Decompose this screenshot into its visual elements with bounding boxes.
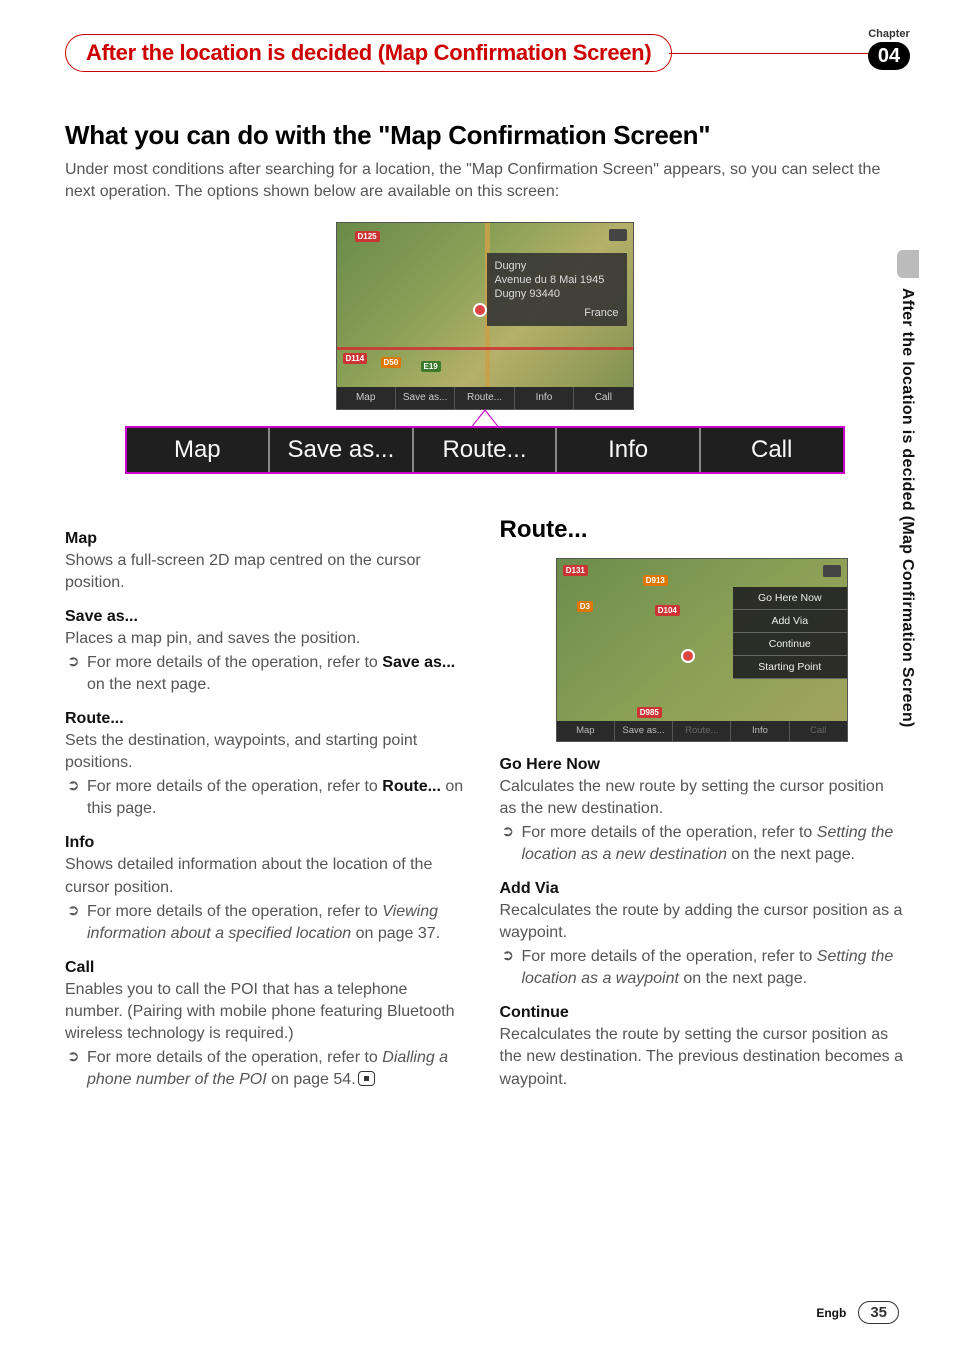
bar-button-route: Route... bbox=[414, 428, 558, 472]
chapter-number-badge: 04 bbox=[868, 42, 910, 70]
route-menu-screenshot: D131 D913 D3 D104 D985 Go Here NowAdd ViaCon… bbox=[556, 558, 848, 742]
body-text: Sets the destination, waypoints, and sta… bbox=[65, 730, 470, 774]
map-pin-icon bbox=[681, 649, 695, 663]
tab-route: Route... bbox=[455, 387, 514, 409]
menu-item-go-here-now: Go Here Now bbox=[733, 587, 847, 610]
menu-item-continue: Continue bbox=[733, 633, 847, 656]
section-end-icon bbox=[358, 1071, 375, 1086]
tab-info: Info bbox=[515, 387, 574, 409]
road-tag: D3 bbox=[577, 601, 593, 612]
tab-call: Call bbox=[790, 721, 847, 741]
body-text: Calculates the new route by setting the … bbox=[500, 776, 905, 820]
footer-language: Engb bbox=[816, 1306, 846, 1320]
cross-reference: For more details of the operation, refer… bbox=[500, 946, 905, 990]
chapter-title: After the location is decided (Map Confi… bbox=[65, 34, 672, 72]
tab-saveas: Save as... bbox=[615, 721, 673, 741]
road-tag: D114 bbox=[343, 353, 368, 364]
cross-reference: For more details of the operation, refer… bbox=[65, 901, 470, 945]
body-text: Places a map pin, and saves the position… bbox=[65, 628, 470, 650]
road-tag: D913 bbox=[643, 575, 668, 586]
body-text: Shows detailed information about the loc… bbox=[65, 854, 470, 898]
road-tag: D104 bbox=[655, 605, 680, 616]
bar-button-saveas: Save as... bbox=[270, 428, 414, 472]
map-pin-icon bbox=[473, 303, 487, 317]
route-section-heading: Route... bbox=[500, 516, 905, 544]
close-icon bbox=[609, 229, 627, 241]
subheading: Continue bbox=[500, 1004, 905, 1022]
tab-info: Info bbox=[731, 721, 789, 741]
menu-item-starting-point: Starting Point bbox=[733, 656, 847, 679]
subheading: Call bbox=[65, 959, 470, 977]
subheading: Route... bbox=[65, 710, 470, 728]
bar-button-map: Map bbox=[127, 428, 271, 472]
tab-map: Map bbox=[557, 721, 615, 741]
bar-button-call: Call bbox=[701, 428, 843, 472]
road-tag: D50 bbox=[381, 357, 402, 368]
subheading: Info bbox=[65, 834, 470, 852]
close-icon bbox=[823, 565, 841, 577]
screenshot-bottom-tabs: MapSave as...Route...InfoCall bbox=[337, 387, 633, 409]
intro-paragraph: Under most conditions after searching fo… bbox=[65, 159, 904, 204]
page-number: 35 bbox=[858, 1301, 899, 1324]
screenshot-bottom-tabs: MapSave as...Route...InfoCall bbox=[557, 721, 847, 741]
subheading: Go Here Now bbox=[500, 756, 905, 774]
subheading: Save as... bbox=[65, 608, 470, 626]
cross-reference: For more details of the operation, refer… bbox=[65, 652, 470, 696]
body-text: Recalculates the route by setting the cu… bbox=[500, 1024, 905, 1090]
body-text: Recalculates the route by adding the cur… bbox=[500, 900, 905, 944]
road-tag: D985 bbox=[637, 707, 662, 718]
side-running-title: After the location is decided (Map Confi… bbox=[898, 288, 916, 728]
map-confirmation-screenshot: D125 D114 D50 E19 DugnyAvenue du 8 Mai 1945… bbox=[336, 222, 634, 410]
main-heading: What you can do with the "Map Confirmati… bbox=[65, 120, 904, 151]
chapter-label: Chapter bbox=[864, 28, 914, 40]
cross-reference: For more details of the operation, refer… bbox=[65, 1047, 470, 1091]
cross-reference: For more details of the operation, refer… bbox=[65, 776, 470, 820]
menu-item-add-via: Add Via bbox=[733, 610, 847, 633]
tab-call: Call bbox=[574, 387, 632, 409]
route-context-menu: Go Here NowAdd ViaContinueStarting Point bbox=[733, 587, 847, 679]
road-tag: D125 bbox=[355, 231, 380, 242]
body-text: Enables you to call the POI that has a t… bbox=[65, 979, 470, 1045]
tab-route: Route... bbox=[673, 721, 731, 741]
subheading: Add Via bbox=[500, 880, 905, 898]
location-info-box: DugnyAvenue du 8 Mai 1945Dugny 93440Fran… bbox=[487, 253, 627, 326]
side-tab bbox=[897, 250, 919, 278]
subheading: Map bbox=[65, 530, 470, 548]
callout-pointer bbox=[471, 409, 499, 427]
button-bar-enlarged: MapSave as...Route...InfoCall bbox=[125, 426, 845, 474]
tab-saveas: Save as... bbox=[396, 387, 455, 409]
road-tag: D131 bbox=[563, 565, 588, 576]
cross-reference: For more details of the operation, refer… bbox=[500, 822, 905, 866]
road-tag: E19 bbox=[421, 361, 441, 372]
body-text: Shows a full-screen 2D map centred on th… bbox=[65, 550, 470, 594]
tab-map: Map bbox=[337, 387, 396, 409]
bar-button-info: Info bbox=[557, 428, 701, 472]
